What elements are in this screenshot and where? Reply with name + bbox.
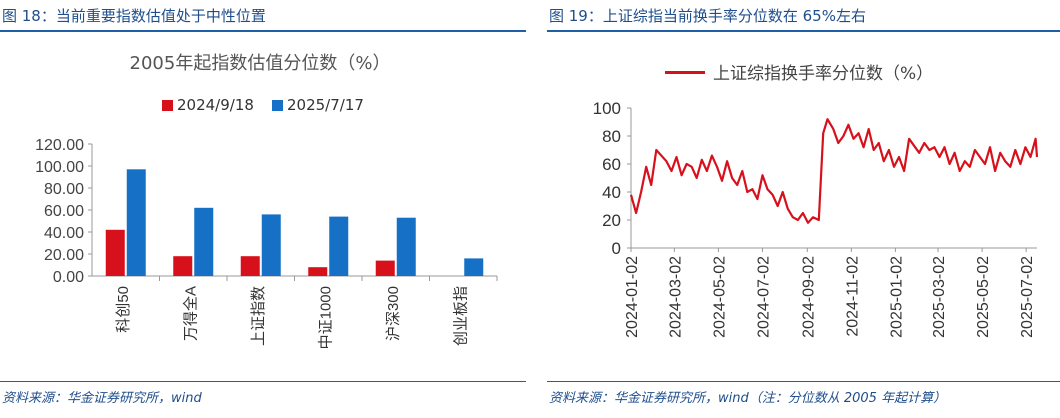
x-tick-label: 2024-01-02 [624,256,641,338]
left-figure: 图 18：当前重要指数估值处于中性位置 2005年起指数估值分位数（%） 202… [0,0,526,418]
bar-series1 [308,267,328,276]
x-category-label: 上证指数 [250,286,267,346]
x-category-label: 中证1000 [317,286,334,349]
y-tick-label: 40 [602,183,621,202]
legend-label-series1: 2024/9/18 [177,96,254,114]
left-figure-title: 图 18：当前重要指数估值处于中性位置 [2,7,266,25]
y-tick-label: 20 [602,211,621,230]
left-figure-source: 资料来源：华金证券研究所，wind [2,391,202,406]
left-figure-header: 图 18：当前重要指数估值处于中性位置 [0,0,526,32]
y-tick-label: 80.00 [44,181,84,198]
y-tick-label: 100 [593,99,621,118]
legend-swatch-blue [272,100,283,111]
y-tick-label: 80 [602,127,621,146]
legend-label-series2: 2025/7/17 [287,96,364,114]
bar-series2 [194,207,214,276]
bar-series2 [329,216,349,276]
bar-series2 [396,217,416,276]
right-figure-title: 图 19：上证综指当前换手率分位数在 65%左右 [549,7,866,25]
x-tick-label: 2024-05-02 [711,256,728,338]
bar-series1 [173,256,193,276]
y-tick-label: 60 [602,155,621,174]
bar-series2 [464,258,484,276]
right-figure-source: 资料来源：华金证券研究所，wind（注：分位数从 2005 年起计算） [549,391,947,406]
y-tick-label: 0.00 [53,269,84,286]
bar-series2 [261,214,281,276]
x-category-label: 科创50 [115,286,132,333]
y-tick-label: 0 [612,239,621,258]
x-tick-label: 2025-03-02 [931,256,948,338]
left-chart-title: 2005年起指数估值分位数（%） [129,53,391,74]
bar-series1 [240,256,260,276]
x-category-label: 万得全A [181,286,199,341]
right-line-chart: 0 20 40 60 80 100 2024-01-02 2024-03-02 2024-05-… [593,99,1039,338]
x-tick-label: 2024-09-02 [800,256,817,338]
x-tick-label: 2025-05-02 [975,256,992,338]
legend-line-red [665,71,705,74]
right-figure: 图 19：上证综指当前换手率分位数在 65%左右 上证综指换手率分位数（%） 0… [547,0,1060,418]
y-tick-label: 20.00 [44,247,84,264]
legend-swatch-red [162,100,173,111]
bar-series2 [126,169,146,276]
y-tick-label: 60.00 [44,203,84,220]
bar-series1 [375,260,395,276]
turnover-percentile-line [629,118,1039,224]
left-legend-series2: 2025/7/17 [272,96,364,114]
x-tick-label: 2025-01-02 [888,256,905,338]
right-legend-series: 上证综指换手率分位数（%） [665,59,933,84]
x-category-label: 创业板指 [451,286,469,346]
bar-series1 [105,229,125,276]
y-tick-label: 120.00 [35,137,84,154]
x-tick-label: 2024-11-02 [844,256,861,337]
y-tick-label: 40.00 [44,225,84,242]
left-figure-footer-rule [0,381,526,382]
legend-label-turnover: 上证综指换手率分位数（%） [713,64,934,84]
right-figure-header: 图 19：上证综指当前换手率分位数在 65%左右 [547,0,1060,32]
left-bar-chart: 0.00 20.00 40.00 60.00 80.00 100.00 120.00 科创50… [35,137,498,349]
x-tick-label: 2024-07-02 [755,256,772,338]
x-tick-label: 2024-03-02 [667,256,684,338]
right-figure-footer-rule [547,381,1060,382]
x-category-label: 沪深300 [385,286,402,341]
x-tick-label: 2025-07-02 [1019,256,1036,338]
y-tick-label: 100.00 [35,159,84,176]
left-legend-series1: 2024/9/18 [162,96,254,114]
